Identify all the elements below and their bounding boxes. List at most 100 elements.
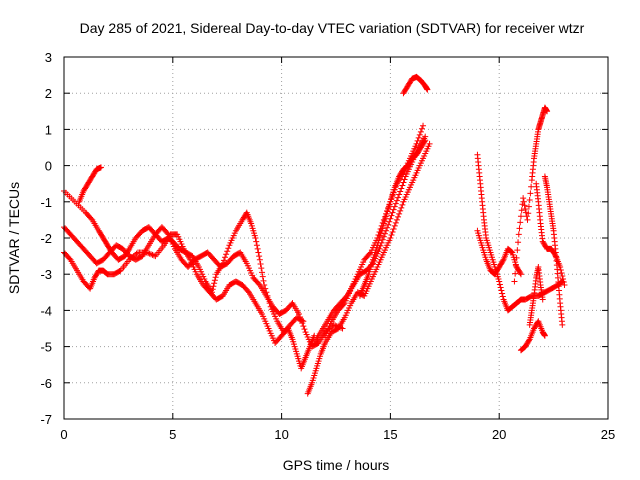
data-point (388, 231, 395, 238)
data-point (539, 296, 546, 303)
data-point (256, 256, 263, 263)
data-point (541, 332, 548, 339)
data-point (421, 138, 428, 145)
data-point (400, 179, 407, 186)
data-point (391, 222, 398, 229)
data-point (376, 245, 383, 252)
series-14 (541, 173, 566, 328)
y-axis-title: SDTVAR / TECUs (6, 182, 22, 294)
data-point (103, 269, 110, 276)
data-point (422, 137, 429, 144)
data-point (133, 250, 140, 257)
data-point (514, 247, 521, 254)
y-tick-label: -6 (40, 376, 52, 391)
series-16 (526, 263, 546, 328)
data-point (386, 218, 393, 225)
data-point (512, 262, 519, 269)
data-point (392, 200, 399, 207)
y-tick-label: -3 (40, 267, 52, 282)
y-tick-label: 3 (45, 50, 52, 65)
data-point (366, 250, 373, 257)
data-point (561, 282, 568, 289)
data-point (507, 248, 514, 255)
data-point (526, 196, 533, 203)
data-point (385, 221, 392, 228)
data-point (257, 260, 264, 267)
data-point (397, 207, 404, 214)
data-point (380, 233, 387, 240)
data-point (164, 230, 171, 237)
data-point (559, 321, 566, 328)
data-point (424, 86, 431, 93)
data-point (525, 337, 532, 344)
data-point (224, 248, 231, 255)
series-9 (400, 73, 431, 97)
data-point (255, 249, 262, 256)
data-point (211, 277, 218, 284)
data-point (212, 274, 219, 281)
data-point (260, 277, 267, 284)
data-point (254, 245, 261, 252)
data-point (256, 253, 263, 260)
data-point (414, 137, 421, 144)
series-5 (304, 140, 433, 397)
data-point (330, 321, 337, 328)
data-point (340, 301, 347, 308)
data-point (417, 128, 424, 135)
data-point (426, 140, 433, 147)
data-point (146, 250, 153, 257)
data-point (559, 273, 566, 280)
data-point (544, 108, 551, 115)
data-point (391, 203, 398, 210)
data-point (211, 280, 218, 287)
data-point (498, 287, 505, 294)
data-point (259, 269, 266, 276)
data-point (558, 269, 565, 276)
data-point (381, 230, 388, 237)
series-10 (474, 151, 566, 314)
data-point (396, 191, 403, 198)
data-point (508, 248, 515, 255)
data-point (387, 235, 394, 241)
data-point (393, 197, 400, 204)
series-15 (517, 318, 548, 354)
data-point (301, 326, 308, 333)
data-point (377, 242, 384, 249)
data-point (516, 225, 523, 232)
y-tick-label: -4 (40, 303, 52, 318)
data-point (517, 213, 524, 220)
data-point (148, 251, 155, 258)
y-tick-label: 2 (45, 86, 52, 101)
data-point (253, 242, 260, 249)
series-4 (76, 164, 104, 205)
y-tick-label: -1 (40, 195, 52, 210)
data-point (393, 216, 400, 223)
x-tick-label: 10 (274, 427, 288, 442)
data-point (387, 215, 394, 222)
data-point (521, 202, 528, 209)
data-point (517, 269, 524, 276)
series-11 (474, 227, 524, 278)
data-point (512, 270, 519, 277)
y-tick-label: -2 (40, 231, 52, 246)
data-point (420, 122, 427, 129)
data-point (223, 251, 230, 258)
data-point (395, 194, 402, 201)
data-point (523, 213, 530, 220)
data-point (496, 281, 503, 288)
x-axis-title: GPS time / hours (283, 457, 390, 473)
plot-frame (63, 56, 609, 420)
data-point (398, 185, 405, 192)
data-point (379, 236, 386, 243)
y-tick-label: -7 (40, 412, 52, 427)
data-point (222, 254, 229, 261)
data-point (398, 204, 405, 211)
data-point (499, 290, 506, 297)
data-point (296, 311, 303, 318)
x-tick-label: 15 (383, 427, 397, 442)
series-12 (511, 104, 551, 285)
data-point (520, 198, 527, 205)
data-point (528, 183, 535, 190)
grid (64, 57, 608, 419)
data-point (150, 252, 157, 259)
